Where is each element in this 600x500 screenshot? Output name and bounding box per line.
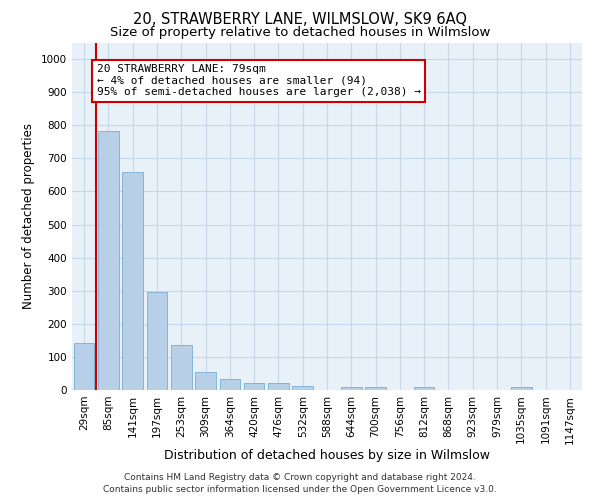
Bar [292,386,313,390]
Bar [414,386,434,390]
X-axis label: Distribution of detached houses by size in Wilmslow: Distribution of detached houses by size … [164,449,490,462]
Bar [341,386,362,390]
Bar [146,292,167,390]
Text: Size of property relative to detached houses in Wilmslow: Size of property relative to detached ho… [110,26,490,39]
Bar [74,342,94,390]
Bar [244,384,265,390]
Bar [220,379,240,390]
Text: 20, STRAWBERRY LANE, WILMSLOW, SK9 6AQ: 20, STRAWBERRY LANE, WILMSLOW, SK9 6AQ [133,12,467,28]
Bar [171,345,191,390]
Bar [122,172,143,390]
Bar [268,384,289,390]
Text: Contains HM Land Registry data © Crown copyright and database right 2024.
Contai: Contains HM Land Registry data © Crown c… [103,472,497,494]
Bar [365,386,386,390]
Text: 20 STRAWBERRY LANE: 79sqm
← 4% of detached houses are smaller (94)
95% of semi-d: 20 STRAWBERRY LANE: 79sqm ← 4% of detach… [97,64,421,97]
Bar [511,386,532,390]
Bar [195,372,216,390]
Y-axis label: Number of detached properties: Number of detached properties [22,123,35,309]
Bar [98,131,119,390]
